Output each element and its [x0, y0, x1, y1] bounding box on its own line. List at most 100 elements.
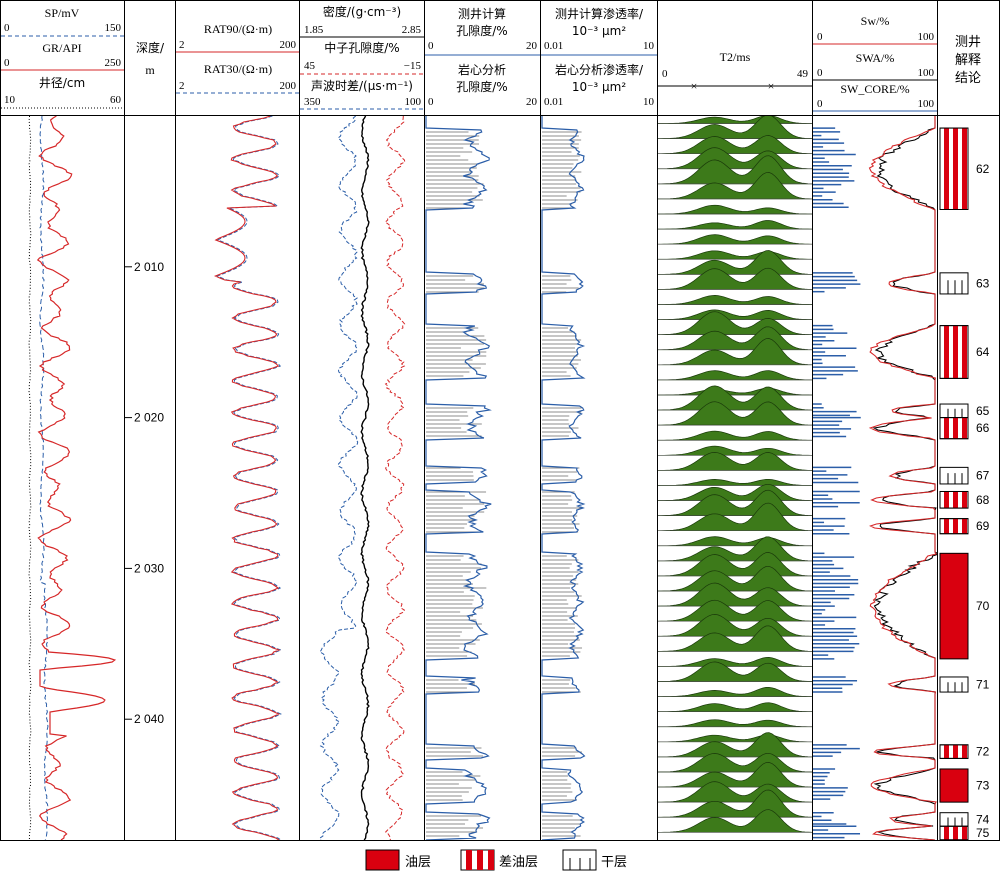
layer-poor-border [939, 127, 969, 210]
legend-oil-swatch [365, 849, 400, 871]
layer-number: 70 [976, 599, 990, 613]
layer-poor-stripe [953, 744, 958, 759]
t2-spectrum-row [658, 762, 812, 788]
rat90-label: RAT90/(Ω·m) [204, 22, 272, 36]
header: SP/mV 0 150 GR/API 0 250 井径/cm 10 60 深度/… [1, 4, 981, 112]
layer-63: 63 [939, 272, 990, 295]
legend-dry-label: 干层 [601, 855, 627, 870]
track-porosity-logs [319, 116, 406, 840]
layer-dry-box [939, 272, 969, 295]
layer-74: 74 [939, 812, 990, 827]
cal-min: 10 [4, 94, 16, 106]
layer-69: 69 [939, 518, 990, 535]
t2-spectrum-row [658, 657, 812, 667]
layer-poor-border [939, 490, 969, 509]
swa-curve [872, 116, 937, 840]
concl-label-1: 测井 [955, 35, 981, 50]
sw-curve [868, 116, 937, 840]
layer-71: 71 [939, 676, 990, 693]
t2-marker-left-icon: × [691, 79, 698, 93]
t2-spectrum-row [658, 234, 812, 245]
por2-label-a: 岩心分析 [458, 62, 506, 77]
layer-poor-stripe [944, 518, 949, 534]
por1-max: 20 [526, 40, 538, 52]
por1-min: 0 [428, 40, 434, 52]
rat30-max: 200 [280, 80, 297, 92]
legend: 油层 差油层 干层 [365, 849, 627, 871]
layer-poor-stripe [944, 417, 949, 439]
por2-max: 20 [526, 96, 538, 108]
layer-poor-stripe [944, 491, 949, 509]
layer-poor-border [939, 518, 969, 535]
layer-dry-box [939, 466, 969, 485]
cnl-min: 45 [304, 60, 316, 72]
sw-label: Sw/% [861, 14, 890, 28]
t2-spectrum-row [658, 483, 812, 501]
layer-70: 70 [939, 552, 990, 660]
t2-spectrum-row [658, 295, 812, 305]
layer-number: 75 [976, 826, 990, 840]
layer-poor-stripe [962, 826, 967, 840]
porosity-log-curve [425, 116, 492, 840]
track-resistivity [213, 116, 283, 840]
layer-68: 68 [939, 490, 990, 509]
legend-oil-label: 油层 [405, 855, 431, 870]
track-t2-spectrum [658, 116, 812, 833]
den-max: 2.85 [402, 24, 422, 36]
t2-spectrum-row [658, 734, 812, 743]
t2-spectrum-row [658, 536, 812, 547]
legend-poor-label: 差油层 [499, 855, 538, 870]
depth-tick-label: 2 030 [134, 561, 164, 575]
layer-poor-stripe [953, 128, 958, 210]
por1-label-a: 测井计算 [458, 6, 506, 21]
ac-min: 350 [304, 96, 321, 108]
perm2-label-b: 10⁻³ μm² [572, 80, 627, 94]
depth-unit: m [145, 63, 155, 77]
layer-75: 75 [939, 825, 990, 841]
por1-label-b: 孔隙度/% [456, 23, 507, 38]
den-min: 1.85 [304, 24, 324, 36]
layer-poor-stripe [962, 325, 967, 379]
depth-track: 2 010 2 020 2 030 2 040 [124, 260, 164, 726]
t2-spectrum-row [658, 502, 812, 532]
t2-spectrum-row [658, 625, 812, 652]
t2-min: 0 [662, 68, 668, 80]
t2-spectrum-row [658, 445, 812, 456]
t2-spectrum-row [658, 370, 812, 381]
rat90-min: 2 [179, 39, 185, 51]
swc-max: 100 [918, 98, 935, 110]
layer-poor-stripe [962, 128, 967, 210]
layer-poor-stripe [944, 826, 949, 840]
gr-label: GR/API [42, 41, 81, 55]
track-sp-gr-cal [28, 116, 117, 840]
ac-max: 100 [405, 96, 422, 108]
sw-min: 0 [817, 31, 823, 43]
track-permeability [541, 116, 586, 840]
cal-max: 60 [110, 94, 122, 106]
cnl-max: −15 [404, 60, 422, 72]
depth-tick-label: 2 010 [134, 260, 164, 274]
t2-spectrum-row [658, 809, 812, 833]
cnl-curve [384, 116, 406, 840]
t2-spectrum-row [658, 732, 812, 758]
swa-max: 100 [918, 67, 935, 79]
den-label: 密度/(g·cm⁻³) [323, 4, 401, 19]
layer-72: 72 [939, 744, 990, 759]
layer-poor-stripe [944, 325, 949, 379]
por2-label-b: 孔隙度/% [456, 79, 507, 94]
layer-number: 63 [976, 276, 990, 290]
t2-spectrum-row [658, 338, 812, 366]
cal-label: 井径/cm [39, 76, 85, 90]
perm1-label-b: 10⁻³ μm² [572, 24, 627, 38]
layer-number: 68 [976, 493, 990, 507]
permeability-log-curve [541, 116, 586, 840]
gr-curve [36, 116, 117, 840]
perm2-label-a: 岩心分析渗透率/ [555, 62, 644, 77]
t2-spectrum-row [658, 687, 812, 697]
layer-poor-stripe [953, 417, 958, 439]
layer-number: 69 [976, 519, 990, 533]
t2-label: T2/ms [720, 50, 751, 64]
layer-poor-stripe [944, 128, 949, 210]
